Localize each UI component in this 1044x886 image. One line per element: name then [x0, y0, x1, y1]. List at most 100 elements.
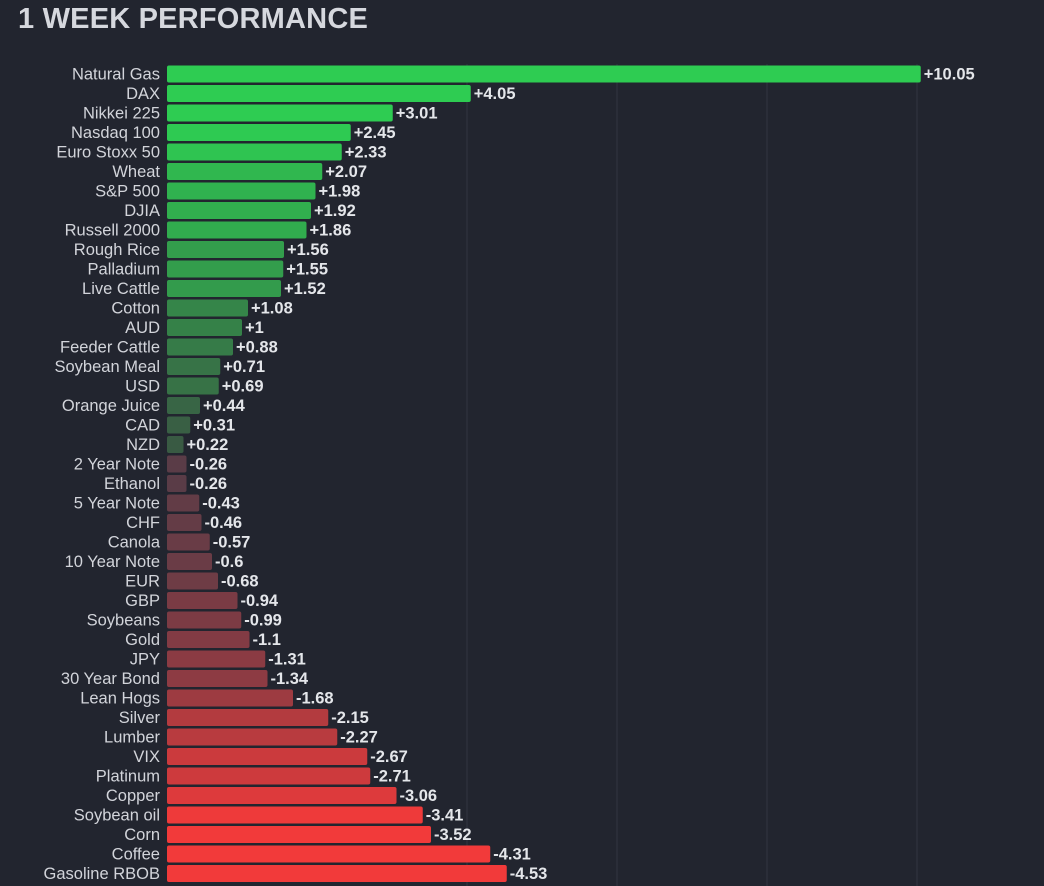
category-label: Rough Rice: [74, 241, 160, 259]
value-label: +0.71: [223, 358, 265, 376]
bar-gbp[interactable]: [167, 592, 238, 609]
value-label: -4.53: [510, 865, 548, 883]
value-label: -0.43: [202, 495, 240, 513]
value-label: -1.68: [296, 690, 334, 708]
bar-corn[interactable]: [167, 826, 431, 843]
bar-silver[interactable]: [167, 709, 329, 726]
value-label: +1.92: [314, 202, 356, 220]
bar-dax[interactable]: [167, 85, 471, 102]
bar-platinum[interactable]: [167, 767, 371, 785]
value-label: +10.05: [924, 66, 975, 84]
bar-gold[interactable]: [167, 631, 250, 648]
bar-ethanol[interactable]: [167, 475, 187, 492]
bar-eur[interactable]: [167, 572, 218, 590]
bar-nzd[interactable]: [167, 436, 184, 453]
category-label: NZD: [126, 436, 160, 454]
bar-cad[interactable]: [167, 416, 191, 434]
value-label: +0.31: [193, 417, 235, 435]
value-label: -3.06: [400, 787, 438, 805]
value-label: -3.41: [426, 807, 464, 825]
bar-soybeans[interactable]: [167, 611, 242, 629]
category-label: CAD: [125, 417, 160, 435]
category-label: Gold: [125, 631, 160, 649]
bar-soybean-oil[interactable]: [167, 806, 423, 824]
bar-s-p-500[interactable]: [167, 182, 316, 200]
value-label: -0.99: [244, 612, 282, 630]
bar-euro-stoxx-50[interactable]: [167, 143, 342, 161]
value-label: +1.86: [310, 222, 352, 240]
bar-soybean-meal[interactable]: [167, 358, 221, 375]
bar-vix[interactable]: [167, 748, 368, 765]
bar-orange-juice[interactable]: [167, 397, 200, 414]
bar-russell-2000[interactable]: [167, 221, 307, 239]
category-label: Lean Hogs: [80, 690, 160, 708]
category-label: 5 Year Note: [74, 495, 160, 513]
value-label: +1.55: [286, 261, 328, 279]
category-label: USD: [125, 378, 160, 396]
value-label: +0.69: [222, 378, 264, 396]
bar-jpy[interactable]: [167, 650, 266, 668]
category-label: Nasdaq 100: [71, 124, 160, 142]
value-label: -2.15: [331, 709, 369, 727]
value-label: +2.45: [354, 124, 396, 142]
category-label: Gasoline RBOB: [44, 865, 160, 883]
value-label: +1.56: [287, 241, 329, 259]
bar-10-year-note[interactable]: [167, 553, 212, 570]
bar-lumber[interactable]: [167, 728, 338, 746]
bar-palladium[interactable]: [167, 260, 284, 278]
category-label: Cotton: [111, 300, 160, 318]
category-label: Nikkei 225: [83, 105, 160, 123]
category-label: Copper: [106, 787, 161, 805]
bar-cotton[interactable]: [167, 299, 248, 317]
value-label: +1: [245, 319, 264, 337]
bar-djia[interactable]: [167, 202, 311, 219]
bar-feeder-cattle[interactable]: [167, 338, 233, 356]
category-label: Soybean Meal: [55, 358, 161, 376]
category-label: Palladium: [88, 261, 160, 279]
category-label: DAX: [126, 85, 160, 103]
bar-gasoline-rbob[interactable]: [167, 865, 507, 882]
bar-canola[interactable]: [167, 533, 210, 551]
value-label: -2.27: [340, 729, 378, 747]
bar-natural-gas[interactable]: [167, 65, 921, 83]
category-label: 10 Year Note: [65, 553, 160, 571]
category-label: VIX: [133, 748, 160, 766]
value-label: -4.31: [493, 846, 531, 864]
value-label: +1.52: [284, 280, 326, 298]
category-label: Wheat: [112, 163, 160, 181]
category-label: Feeder Cattle: [60, 339, 160, 357]
bar-live-cattle[interactable]: [167, 280, 281, 297]
bar-wheat[interactable]: [167, 163, 323, 180]
value-label: +0.88: [236, 339, 278, 357]
bar-rough-rice[interactable]: [167, 241, 284, 258]
value-label: -0.6: [215, 553, 243, 571]
value-label: -0.26: [190, 456, 228, 474]
value-label: -2.67: [370, 748, 408, 766]
bar-coffee[interactable]: [167, 845, 491, 863]
value-label: -0.26: [190, 475, 228, 493]
bar-usd[interactable]: [167, 377, 219, 395]
value-label: +2.33: [345, 144, 387, 162]
bar-30-year-bond[interactable]: [167, 670, 268, 687]
category-label: JPY: [130, 651, 160, 669]
category-label: Coffee: [112, 846, 160, 864]
value-label: +0.44: [203, 397, 246, 415]
bar-2-year-note[interactable]: [167, 455, 187, 473]
value-label: +1.08: [251, 300, 293, 318]
bar-copper[interactable]: [167, 787, 397, 804]
category-label: Lumber: [104, 729, 160, 747]
category-label: Orange Juice: [62, 397, 160, 415]
category-label: 30 Year Bond: [61, 670, 160, 688]
bar-nasdaq-100[interactable]: [167, 124, 351, 141]
bar-aud[interactable]: [167, 319, 242, 336]
category-label: Ethanol: [104, 475, 160, 493]
category-label: CHF: [126, 514, 160, 532]
value-label: -3.52: [434, 826, 472, 844]
category-label: Platinum: [96, 768, 160, 786]
value-label: +2.07: [325, 163, 367, 181]
bar-lean-hogs[interactable]: [167, 689, 293, 707]
bar-chf[interactable]: [167, 514, 202, 531]
bar-5-year-note[interactable]: [167, 494, 200, 512]
bar-nikkei-225[interactable]: [167, 104, 393, 122]
